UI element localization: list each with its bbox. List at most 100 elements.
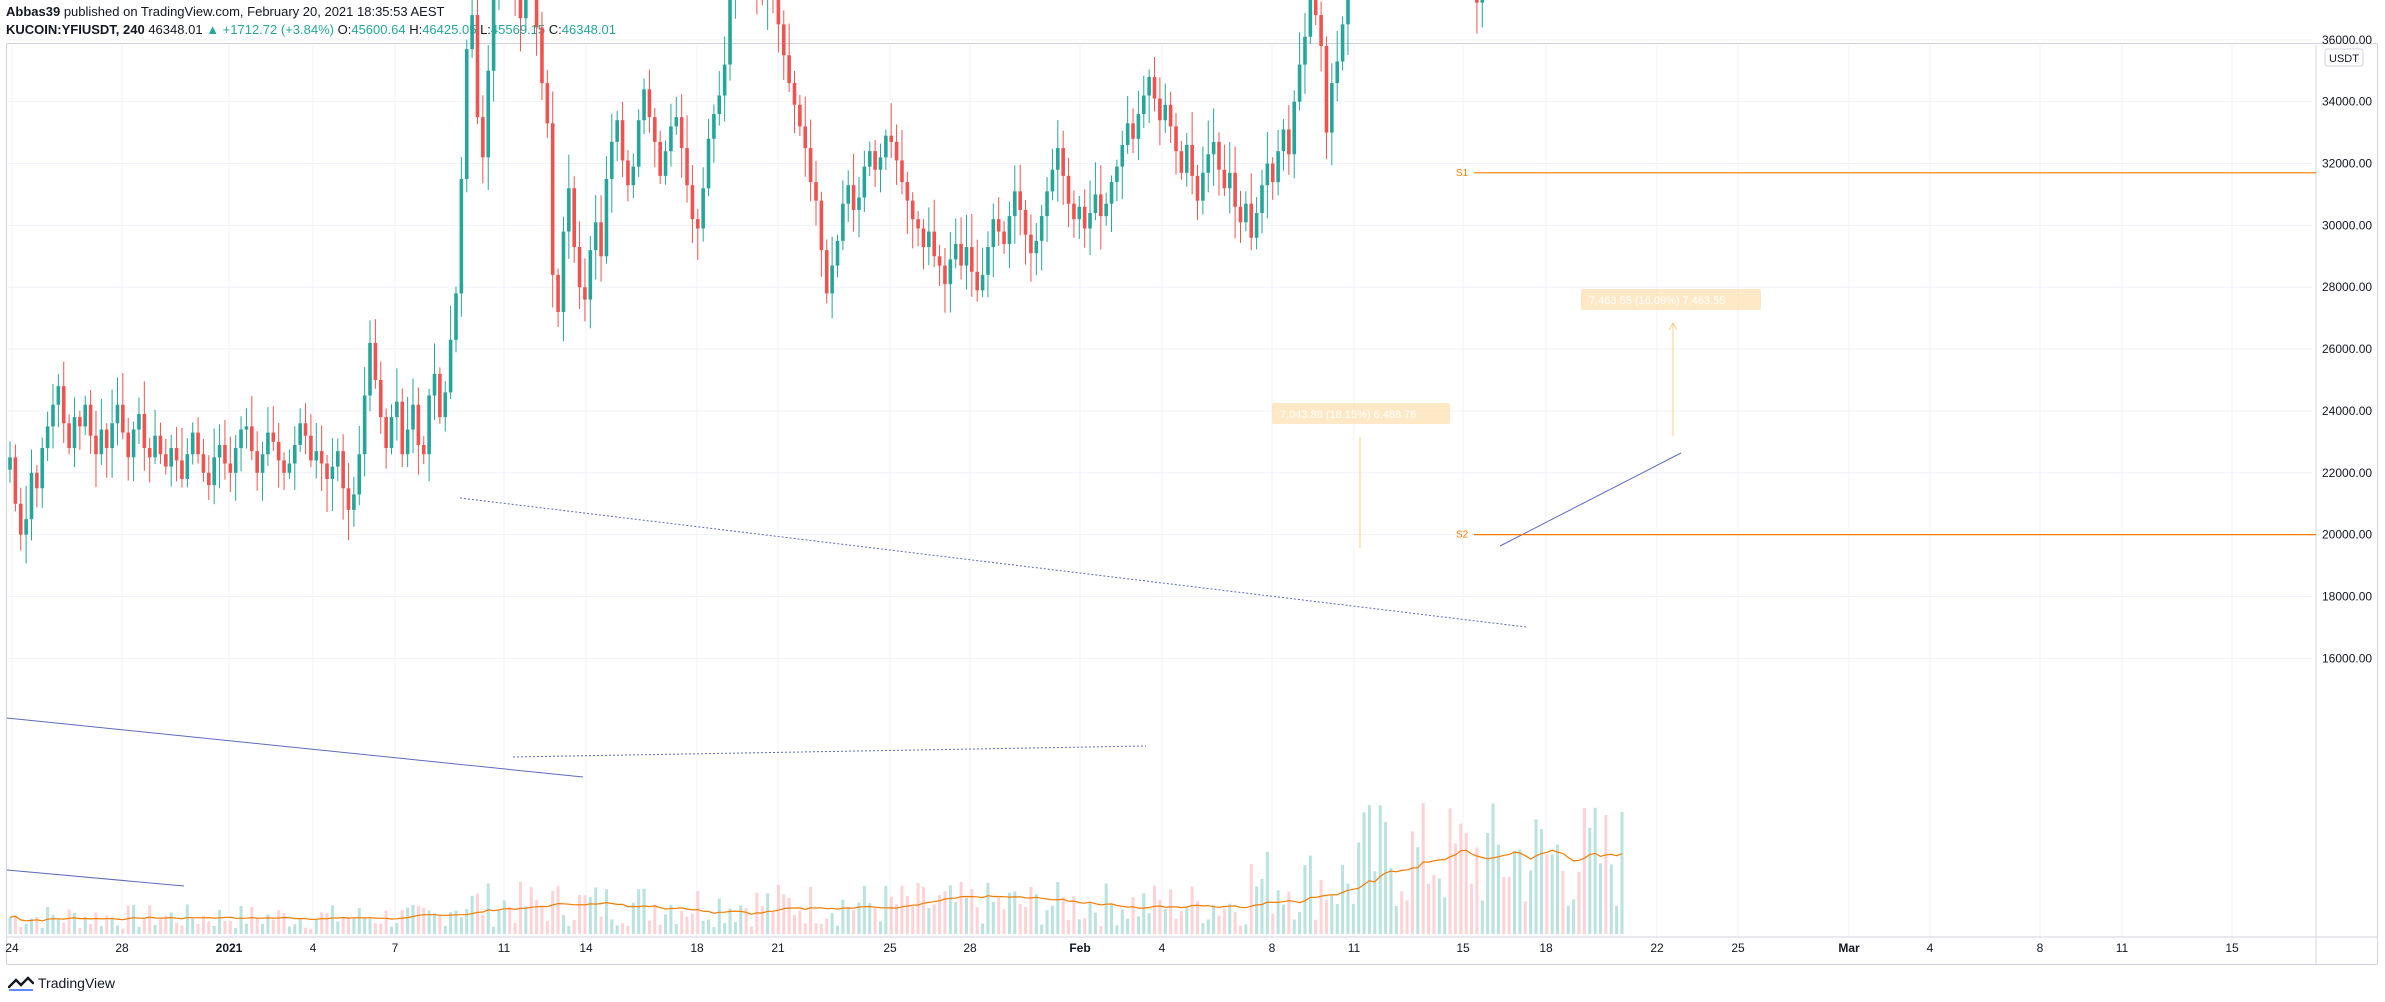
- measure-box-text: 7,463.55 (16.09%) 7,463.55: [1589, 295, 1725, 307]
- volume-bar: [1470, 883, 1474, 934]
- volume-bar: [647, 920, 651, 934]
- candle-body: [1050, 169, 1055, 192]
- volume-bar: [1260, 878, 1264, 934]
- candle-body: [411, 404, 415, 430]
- candle-body: [13, 457, 18, 504]
- low-value: 45569.15: [490, 22, 546, 37]
- volume-bar: [690, 913, 694, 934]
- volume-bar: [744, 908, 748, 934]
- candle-body: [1281, 129, 1286, 152]
- candle-body: [276, 441, 281, 461]
- x-axis-tick: 8: [1269, 941, 1276, 955]
- volume-bar: [287, 926, 291, 934]
- volume-bar: [481, 914, 485, 934]
- candle-body: [862, 166, 867, 198]
- volume-bar: [29, 918, 33, 934]
- volume-bar: [379, 923, 383, 934]
- candle-body: [1072, 203, 1076, 220]
- candle-body: [110, 423, 114, 449]
- candle-body: [330, 466, 335, 479]
- volume-bar: [201, 915, 205, 934]
- close-value: 46348.01: [561, 22, 616, 37]
- volume-bar: [1029, 886, 1033, 934]
- candle-body: [8, 457, 12, 470]
- x-axis-tick: Feb: [1069, 941, 1090, 955]
- volume-bar: [1174, 918, 1178, 934]
- volume-bar: [475, 893, 479, 934]
- measure-box: [1581, 289, 1761, 310]
- x-axis-tick: 25: [883, 941, 897, 955]
- volume-bar: [1599, 863, 1603, 934]
- candle-body: [894, 141, 899, 161]
- volume-bar: [1255, 886, 1259, 934]
- volume-bar: [1056, 881, 1060, 934]
- volume-bar: [556, 886, 560, 934]
- author-name[interactable]: Abbas39: [6, 4, 61, 19]
- candle-body: [190, 432, 195, 455]
- volume-bar: [1491, 803, 1495, 934]
- footer-brand[interactable]: TradingView: [38, 975, 116, 991]
- candle-body: [1093, 194, 1098, 214]
- volume-bar: [1507, 876, 1511, 934]
- volume-bar: [1518, 849, 1522, 934]
- candle-body: [18, 503, 23, 535]
- volume-bar: [443, 925, 447, 934]
- tradingview-logo-icon: [8, 976, 34, 991]
- x-axis-tick: 28: [963, 941, 977, 955]
- volume-bar: [932, 904, 936, 934]
- candle-body: [1109, 182, 1114, 204]
- volume-bar: [610, 919, 614, 934]
- volume-bar: [1072, 896, 1076, 934]
- candle-body: [282, 460, 286, 473]
- volume-bar: [1432, 874, 1436, 934]
- candle-body: [599, 222, 603, 257]
- candle-body: [1163, 104, 1168, 121]
- trendline-bottom: [6, 869, 185, 887]
- volume-bar: [395, 922, 399, 934]
- volume-bar: [218, 909, 222, 934]
- candle-body: [835, 240, 840, 266]
- volume-bar: [1314, 919, 1318, 934]
- volume-bar: [1093, 912, 1097, 934]
- candle-body: [459, 178, 464, 294]
- candle-body: [362, 395, 367, 455]
- symbol-label[interactable]: KUCOIN:YFIUSDT, 240: [6, 22, 145, 37]
- candle-body: [1077, 206, 1082, 220]
- volume-bar: [126, 905, 130, 934]
- x-axis-tick: 15: [2225, 941, 2239, 955]
- volume-bar: [497, 910, 501, 934]
- candle-body: [1104, 203, 1108, 217]
- candle-body: [830, 265, 834, 294]
- volume-bar: [191, 918, 195, 934]
- volume-bar: [1249, 864, 1253, 934]
- candle-body: [792, 83, 797, 105]
- volume-bar: [1153, 885, 1157, 934]
- candle-body: [1249, 203, 1254, 238]
- volume-bar: [583, 895, 587, 934]
- candle-body: [292, 444, 297, 464]
- candle-body: [927, 231, 931, 248]
- currency-label: USDT: [2329, 53, 2359, 65]
- candle-body: [1313, 0, 1318, 16]
- volume-bar: [185, 904, 189, 934]
- volume-bar: [24, 923, 28, 934]
- volume-bar: [1335, 903, 1339, 934]
- volume-bar: [1421, 803, 1425, 934]
- ohlc-line: KUCOIN:YFIUSDT, 240 46348.01 ▲ +1712.72 …: [6, 21, 2376, 39]
- volume-bar: [1179, 911, 1183, 934]
- x-axis-tick: 11: [1348, 941, 1361, 955]
- candle-body: [1244, 203, 1248, 223]
- volume-bar: [1110, 903, 1114, 934]
- volume-bar: [621, 923, 625, 934]
- candle-body: [271, 432, 276, 442]
- candle-body: [88, 404, 93, 436]
- candle-body: [121, 404, 125, 433]
- volume-bar: [1346, 883, 1350, 934]
- candle-body: [695, 219, 700, 229]
- volume-bar: [330, 905, 334, 934]
- candle-body: [916, 219, 920, 229]
- volume-bar: [304, 927, 308, 934]
- candle-body: [303, 423, 308, 436]
- volume-bar: [1276, 890, 1280, 934]
